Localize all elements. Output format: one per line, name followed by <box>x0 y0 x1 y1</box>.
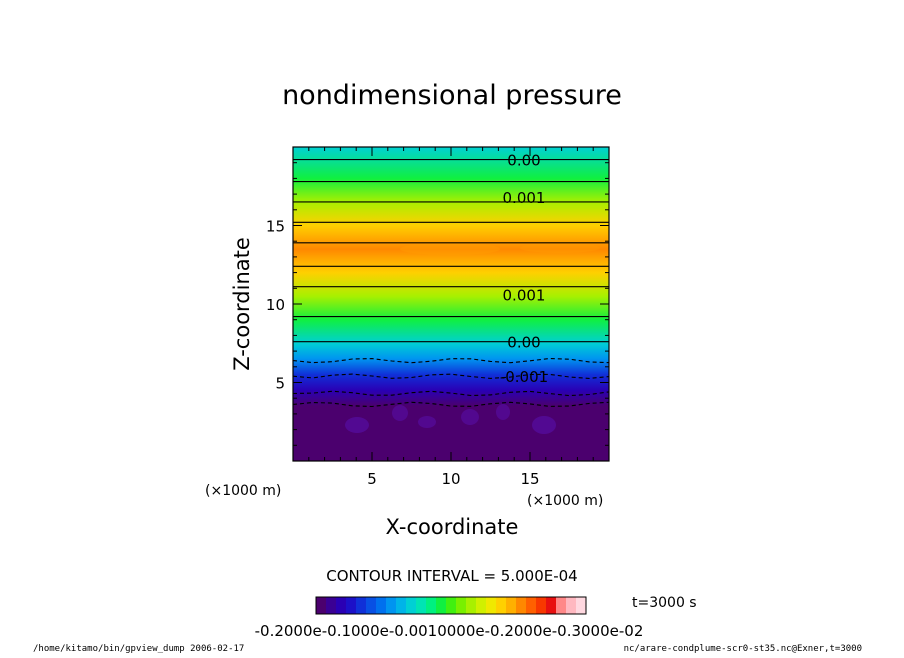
contour-line-negative <box>293 373 609 379</box>
colorbar-swatch <box>376 597 387 614</box>
contour-label: -0.001 <box>500 368 548 386</box>
colorbar-swatch <box>536 597 547 614</box>
contour-label-layer: 0.00 0.001 0.001 0.00 -0.001 <box>500 152 548 387</box>
contour-label: 0.001 <box>503 189 546 207</box>
colorbar-swatch <box>456 597 467 614</box>
colorbar-swatch <box>426 597 437 614</box>
plot-area: 0.00 0.001 0.001 0.00 -0.001 5 10 15 5 10 15 <box>266 146 610 488</box>
colorbar-swatch <box>446 597 457 614</box>
contour-layer <box>293 159 609 408</box>
colorbar-swatch <box>386 597 397 614</box>
colorbar-swatch <box>546 597 557 614</box>
time-label: t=3000 s <box>632 595 697 611</box>
colorbar-swatch <box>416 597 427 614</box>
colorbar-swatch <box>566 597 577 614</box>
colorbar-frame <box>315 596 587 615</box>
colorbar-swatch <box>436 597 447 614</box>
contour-interval-text: CONTOUR INTERVAL = 5.000E-04 <box>326 567 577 585</box>
field-blob <box>520 243 600 253</box>
chart-title: nondimensional pressure <box>282 80 622 111</box>
contour-line-negative <box>293 390 609 397</box>
y-tick-label: 15 <box>266 218 285 236</box>
y-tick-label: 5 <box>275 375 285 393</box>
colorbar-swatch <box>406 597 417 614</box>
colorbar-swatch <box>336 597 347 614</box>
y-unit-label: (×1000 m) <box>205 483 281 499</box>
colorbar-labels: -0.2000e-0.1000e-0.0010000e-0.2000e-0.30… <box>255 622 644 640</box>
field-blob <box>461 409 479 425</box>
field-blob <box>496 404 510 420</box>
contour-line-negative <box>293 357 609 364</box>
footer-right: nc/arare-condplume-scr0-st35.nc@Exner,t=… <box>624 644 862 654</box>
colorbar-swatch <box>556 597 567 614</box>
colorbar-swatch <box>366 597 377 614</box>
field-blob <box>392 405 408 421</box>
contour-line-negative <box>293 401 609 408</box>
tick-layer: 5 10 15 5 10 15 <box>266 147 609 488</box>
colorbar <box>315 596 587 615</box>
y-axis-label: Z-coordinate <box>230 237 254 371</box>
colorbar-swatch <box>326 597 337 614</box>
field-blob <box>532 416 556 434</box>
colorbar-swatch <box>466 597 477 614</box>
colorbar-swatch <box>496 597 507 614</box>
colorbar-swatch <box>316 597 327 614</box>
colorbar-swatch <box>506 597 517 614</box>
x-tick-label: 10 <box>441 470 460 488</box>
colorbar-swatch <box>356 597 367 614</box>
colorbar-swatch <box>346 597 357 614</box>
colorbar-swatch <box>516 597 527 614</box>
y-tick-label: 10 <box>266 296 285 314</box>
colorbar-swatch <box>576 597 587 614</box>
x-tick-label: 15 <box>520 470 539 488</box>
x-tick-label: 5 <box>367 470 377 488</box>
field-blob <box>345 417 369 433</box>
field-blob <box>400 243 500 255</box>
field-blob <box>418 416 436 428</box>
contour-label: 0.001 <box>503 287 546 305</box>
colorbar-swatch <box>486 597 497 614</box>
footer-left: /home/kitamo/bin/gpview_dump 2006-02-17 <box>33 644 244 654</box>
colorbar-swatch <box>476 597 487 614</box>
x-axis-label: X-coordinate <box>386 515 519 539</box>
contour-label: 0.00 <box>507 152 540 170</box>
x-unit-label: (×1000 m) <box>527 493 603 509</box>
colorbar-swatch <box>526 597 537 614</box>
contour-label: 0.00 <box>507 334 540 352</box>
colorbar-swatch <box>396 597 407 614</box>
heatmap-field <box>293 147 609 461</box>
blob-layer <box>345 243 600 434</box>
